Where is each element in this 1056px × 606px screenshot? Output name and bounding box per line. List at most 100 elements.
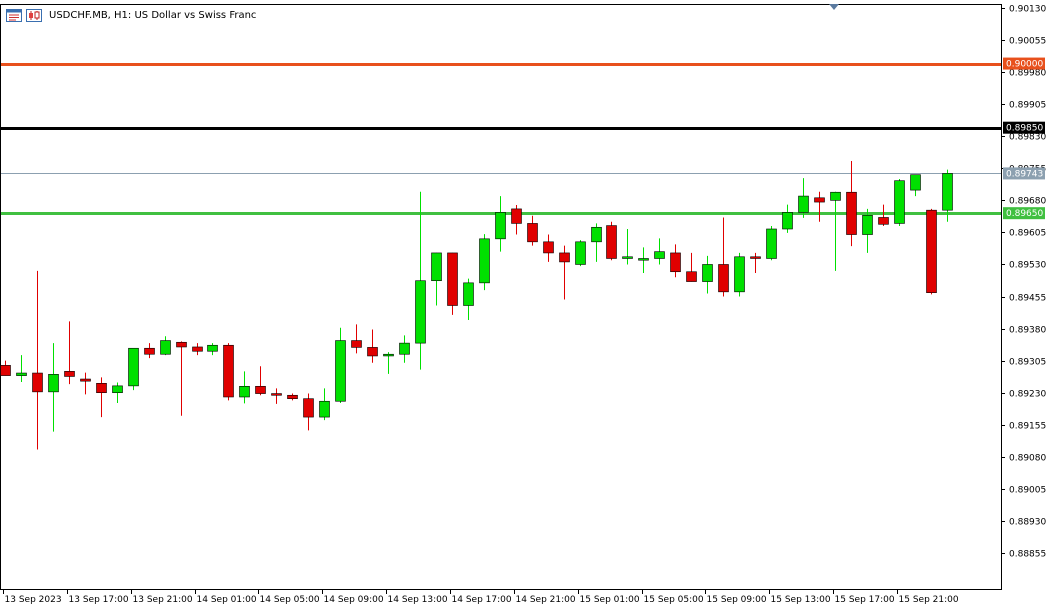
x-tick-label: 14 Sep 21:00	[516, 595, 576, 605]
candle[interactable]	[894, 180, 905, 224]
candle[interactable]	[207, 344, 218, 352]
candle[interactable]	[830, 191, 841, 201]
chart-shift-marker[interactable]	[829, 4, 839, 10]
candle[interactable]	[463, 282, 474, 306]
x-tick-label: 15 Sep 01:00	[580, 595, 640, 605]
candle[interactable]	[543, 241, 554, 254]
y-tick-label: 0.89680	[1009, 197, 1046, 207]
y-tick-label: 0.90055	[1009, 37, 1046, 47]
candle[interactable]	[447, 252, 458, 306]
candle[interactable]	[64, 371, 75, 377]
x-tick-label: 15 Sep 21:00	[899, 595, 959, 605]
candle[interactable]	[670, 252, 681, 273]
candle[interactable]	[319, 400, 330, 418]
candle[interactable]	[431, 252, 442, 282]
y-tick-label: 0.89530	[1009, 261, 1046, 271]
candle[interactable]	[128, 347, 139, 387]
candle[interactable]	[814, 197, 825, 203]
candle[interactable]	[559, 252, 570, 263]
current-price-tag-bg	[1003, 167, 1045, 180]
candle[interactable]	[96, 383, 107, 394]
x-tick-label: 14 Sep 05:00	[260, 595, 320, 605]
x-tick-label: 15 Sep 05:00	[644, 595, 704, 605]
candle[interactable]	[16, 372, 27, 376]
candle[interactable]	[942, 173, 953, 211]
candle[interactable]	[335, 340, 346, 402]
y-tick-label: 0.89080	[1009, 454, 1046, 464]
y-tick-label: 0.89605	[1009, 229, 1046, 239]
candle[interactable]	[878, 217, 889, 225]
candle[interactable]	[479, 238, 490, 284]
y-tick-label: 0.89905	[1009, 101, 1046, 111]
candle[interactable]	[718, 264, 729, 293]
candle[interactable]	[112, 385, 123, 394]
candle[interactable]	[303, 398, 314, 418]
x-tick-label: 14 Sep 17:00	[452, 595, 512, 605]
y-tick-label: 0.90130	[1009, 5, 1046, 15]
candle[interactable]	[239, 385, 250, 398]
candle[interactable]	[144, 347, 155, 355]
chart-window-icon[interactable]	[6, 8, 22, 22]
y-tick-label: 0.89005	[1009, 486, 1046, 496]
candle[interactable]	[606, 225, 617, 259]
candle[interactable]	[80, 378, 91, 382]
x-tick-label: 13 Sep 17:00	[69, 595, 129, 605]
price-tag-level-08985: 0.89850	[1006, 124, 1043, 134]
candle[interactable]	[383, 353, 394, 357]
x-tick-label: 15 Sep 09:00	[707, 595, 767, 605]
candle[interactable]	[846, 191, 857, 235]
chart-title: USDCHF.MB, H1: US Dollar vs Swiss Franc	[49, 9, 257, 21]
price-tag-level-08965-bg	[1003, 207, 1045, 220]
candle[interactable]	[176, 341, 187, 348]
x-tick-label: 13 Sep 2023	[5, 595, 62, 605]
y-tick-label: 0.89155	[1009, 422, 1046, 432]
candle[interactable]	[782, 212, 793, 230]
price-tag-level-09000-bg	[1003, 57, 1045, 70]
x-tick-label: 15 Sep 17:00	[835, 595, 895, 605]
x-tick-label: 14 Sep 01:00	[197, 595, 257, 605]
candle[interactable]	[638, 258, 649, 261]
candle[interactable]	[160, 340, 171, 355]
candle[interactable]	[255, 385, 266, 394]
y-tick-label: 0.88855	[1009, 550, 1046, 560]
price-tag-level-09000: 0.90000	[1006, 60, 1043, 70]
candle[interactable]	[862, 215, 873, 235]
candle[interactable]	[750, 256, 761, 259]
candles-chart-icon[interactable]	[26, 8, 42, 22]
candle[interactable]	[654, 251, 665, 259]
candle[interactable]	[591, 226, 602, 243]
candle[interactable]	[0, 365, 11, 376]
x-tick-label: 13 Sep 21:00	[133, 595, 193, 605]
candle[interactable]	[415, 280, 426, 344]
candle[interactable]	[511, 208, 522, 224]
candle[interactable]	[926, 209, 937, 293]
candle[interactable]	[766, 228, 777, 259]
candle[interactable]	[192, 346, 203, 352]
candle[interactable]	[223, 344, 234, 398]
candle[interactable]	[351, 340, 362, 348]
candle[interactable]	[622, 256, 633, 259]
candle[interactable]	[910, 174, 921, 191]
candle[interactable]	[702, 264, 713, 282]
y-tick-label: 0.89305	[1009, 358, 1046, 368]
candle[interactable]	[32, 372, 43, 393]
candle[interactable]	[575, 241, 586, 265]
candle[interactable]	[48, 374, 59, 393]
candle[interactable]	[495, 212, 506, 240]
candle[interactable]	[798, 195, 809, 213]
candle[interactable]	[734, 256, 745, 293]
y-tick-label: 0.88930	[1009, 518, 1046, 528]
x-tick-label: 15 Sep 13:00	[771, 595, 831, 605]
price-tag-level-08985-bg	[1003, 121, 1045, 134]
y-tick-label: 0.89380	[1009, 326, 1046, 336]
plot-frame	[0, 4, 1002, 590]
candle[interactable]	[527, 223, 538, 243]
candle[interactable]	[686, 271, 697, 282]
y-tick-label: 0.89455	[1009, 294, 1046, 304]
candle[interactable]	[287, 394, 298, 399]
candle[interactable]	[367, 347, 378, 357]
candle[interactable]	[271, 393, 282, 396]
candle[interactable]	[399, 342, 410, 355]
